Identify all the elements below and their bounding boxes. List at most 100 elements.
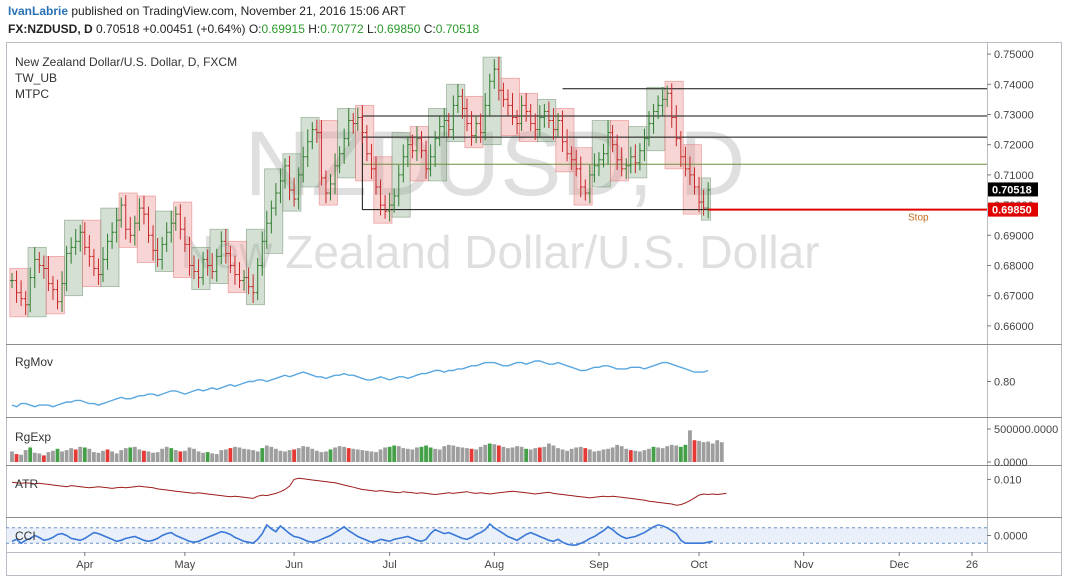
time-tick-label: Sep bbox=[589, 559, 609, 571]
rgexp-bar bbox=[574, 447, 579, 462]
price-bar bbox=[242, 270, 247, 291]
rgexp-bar bbox=[533, 448, 538, 462]
author-link[interactable]: IvanLabrie bbox=[8, 4, 69, 18]
rgexp-bar bbox=[196, 451, 201, 462]
price-bar bbox=[410, 134, 415, 159]
price-bar bbox=[596, 152, 601, 177]
rgexp-bar bbox=[656, 447, 660, 462]
range-box bbox=[427, 108, 447, 182]
rgexp-bar bbox=[697, 440, 701, 462]
price-bar bbox=[697, 176, 702, 213]
rgexp-bar bbox=[251, 450, 256, 462]
rgexp-bar bbox=[410, 449, 415, 462]
main-legend-tw-ub: TW_UB bbox=[15, 71, 57, 85]
price-bar bbox=[296, 167, 301, 210]
rgexp-bar bbox=[569, 448, 574, 462]
low-label: L: bbox=[366, 22, 377, 36]
rgexp-bar bbox=[37, 453, 42, 462]
price-bar bbox=[105, 233, 110, 270]
price-bar bbox=[656, 95, 661, 120]
rgexp-bar bbox=[665, 446, 670, 462]
price-bar bbox=[137, 198, 142, 231]
price-bar bbox=[337, 146, 342, 174]
price-bar bbox=[669, 83, 674, 128]
rgexp-bar bbox=[387, 446, 392, 462]
rgexp-bar bbox=[501, 446, 506, 462]
rgexp-bar bbox=[419, 446, 424, 462]
price-bar bbox=[69, 237, 74, 264]
rgexp-bar bbox=[233, 446, 237, 462]
rgexp-bar bbox=[515, 446, 519, 462]
rgexp-bar bbox=[28, 447, 33, 462]
rgexp-bar bbox=[560, 449, 565, 462]
rgexp-bar bbox=[583, 448, 588, 462]
rgexp-bar bbox=[46, 452, 51, 462]
price-bar bbox=[10, 273, 14, 289]
price-tick-label: 0.69000 bbox=[994, 230, 1034, 242]
rgexp-bar bbox=[19, 454, 23, 462]
price-bar bbox=[515, 109, 520, 134]
price-bar bbox=[305, 129, 310, 168]
rgexp-bar bbox=[223, 449, 228, 462]
price-bar bbox=[601, 143, 606, 168]
rgexp-bar bbox=[592, 451, 597, 462]
open-label: O: bbox=[248, 22, 262, 36]
price-bar bbox=[323, 170, 328, 204]
price-bar bbox=[228, 245, 233, 274]
rgexp-bar bbox=[519, 446, 524, 462]
price-bar bbox=[474, 115, 479, 144]
price-bar bbox=[437, 116, 442, 147]
rgexp-bar bbox=[110, 451, 114, 462]
price-bar bbox=[264, 210, 269, 249]
rgexp-bar bbox=[296, 448, 301, 462]
rgexp-bar bbox=[278, 450, 283, 462]
time-tick-label: Jun bbox=[285, 559, 303, 571]
range-box bbox=[701, 177, 711, 221]
price-bar bbox=[37, 251, 42, 274]
price-bar bbox=[647, 111, 651, 147]
time-tick-label: Aug bbox=[485, 559, 505, 571]
price-bar bbox=[451, 95, 456, 140]
price-tick-label: 0.72000 bbox=[994, 140, 1034, 152]
price-bar bbox=[273, 183, 278, 216]
stop-label: Stop bbox=[908, 213, 929, 224]
rgexp-bar bbox=[41, 455, 46, 462]
price-bar bbox=[546, 101, 551, 129]
chart-header: IvanLabrie published on TradingView.com,… bbox=[8, 4, 406, 18]
rgexp-tick-label: 0.0000 bbox=[994, 457, 1028, 469]
price-bar bbox=[19, 280, 24, 307]
price-bar bbox=[60, 271, 65, 312]
price-bar bbox=[574, 149, 579, 177]
rgexp-bar bbox=[587, 449, 592, 462]
rgexp-bar bbox=[610, 447, 615, 462]
rgexp-bar bbox=[510, 447, 515, 462]
rgexp-bar bbox=[401, 448, 406, 462]
rgexp-bar bbox=[674, 445, 679, 462]
high-label: H: bbox=[308, 22, 321, 36]
low-value: 0.69850 bbox=[377, 22, 421, 36]
watermark-description: New Zealand Dollar/U.S. Dollar bbox=[180, 226, 819, 278]
price-bar bbox=[114, 207, 119, 243]
time-tick-label: Nov bbox=[794, 559, 814, 571]
price-bar bbox=[32, 247, 37, 288]
price-bar bbox=[351, 112, 356, 134]
price-bar bbox=[592, 153, 597, 183]
time-tick-label: Dec bbox=[889, 559, 909, 571]
rgexp-bar bbox=[437, 449, 442, 462]
price-bar bbox=[210, 253, 215, 280]
price-marker-label: 0.69850 bbox=[992, 205, 1032, 217]
price-bar bbox=[624, 158, 629, 180]
cci-line-tick-label: 0.0000 bbox=[994, 531, 1028, 543]
price-bar bbox=[533, 113, 538, 140]
price-bar bbox=[642, 128, 647, 161]
price-bar bbox=[633, 144, 638, 174]
rgexp-bar bbox=[337, 446, 342, 462]
atr-line-tick-label: 0.010 bbox=[994, 474, 1022, 486]
price-bar bbox=[310, 122, 315, 150]
last-price: 0.70518 bbox=[96, 22, 140, 36]
rgexp-bar bbox=[537, 447, 542, 462]
price-bar bbox=[55, 279, 60, 310]
rgexp-bar bbox=[301, 446, 306, 462]
rgexp-bar bbox=[146, 451, 151, 462]
